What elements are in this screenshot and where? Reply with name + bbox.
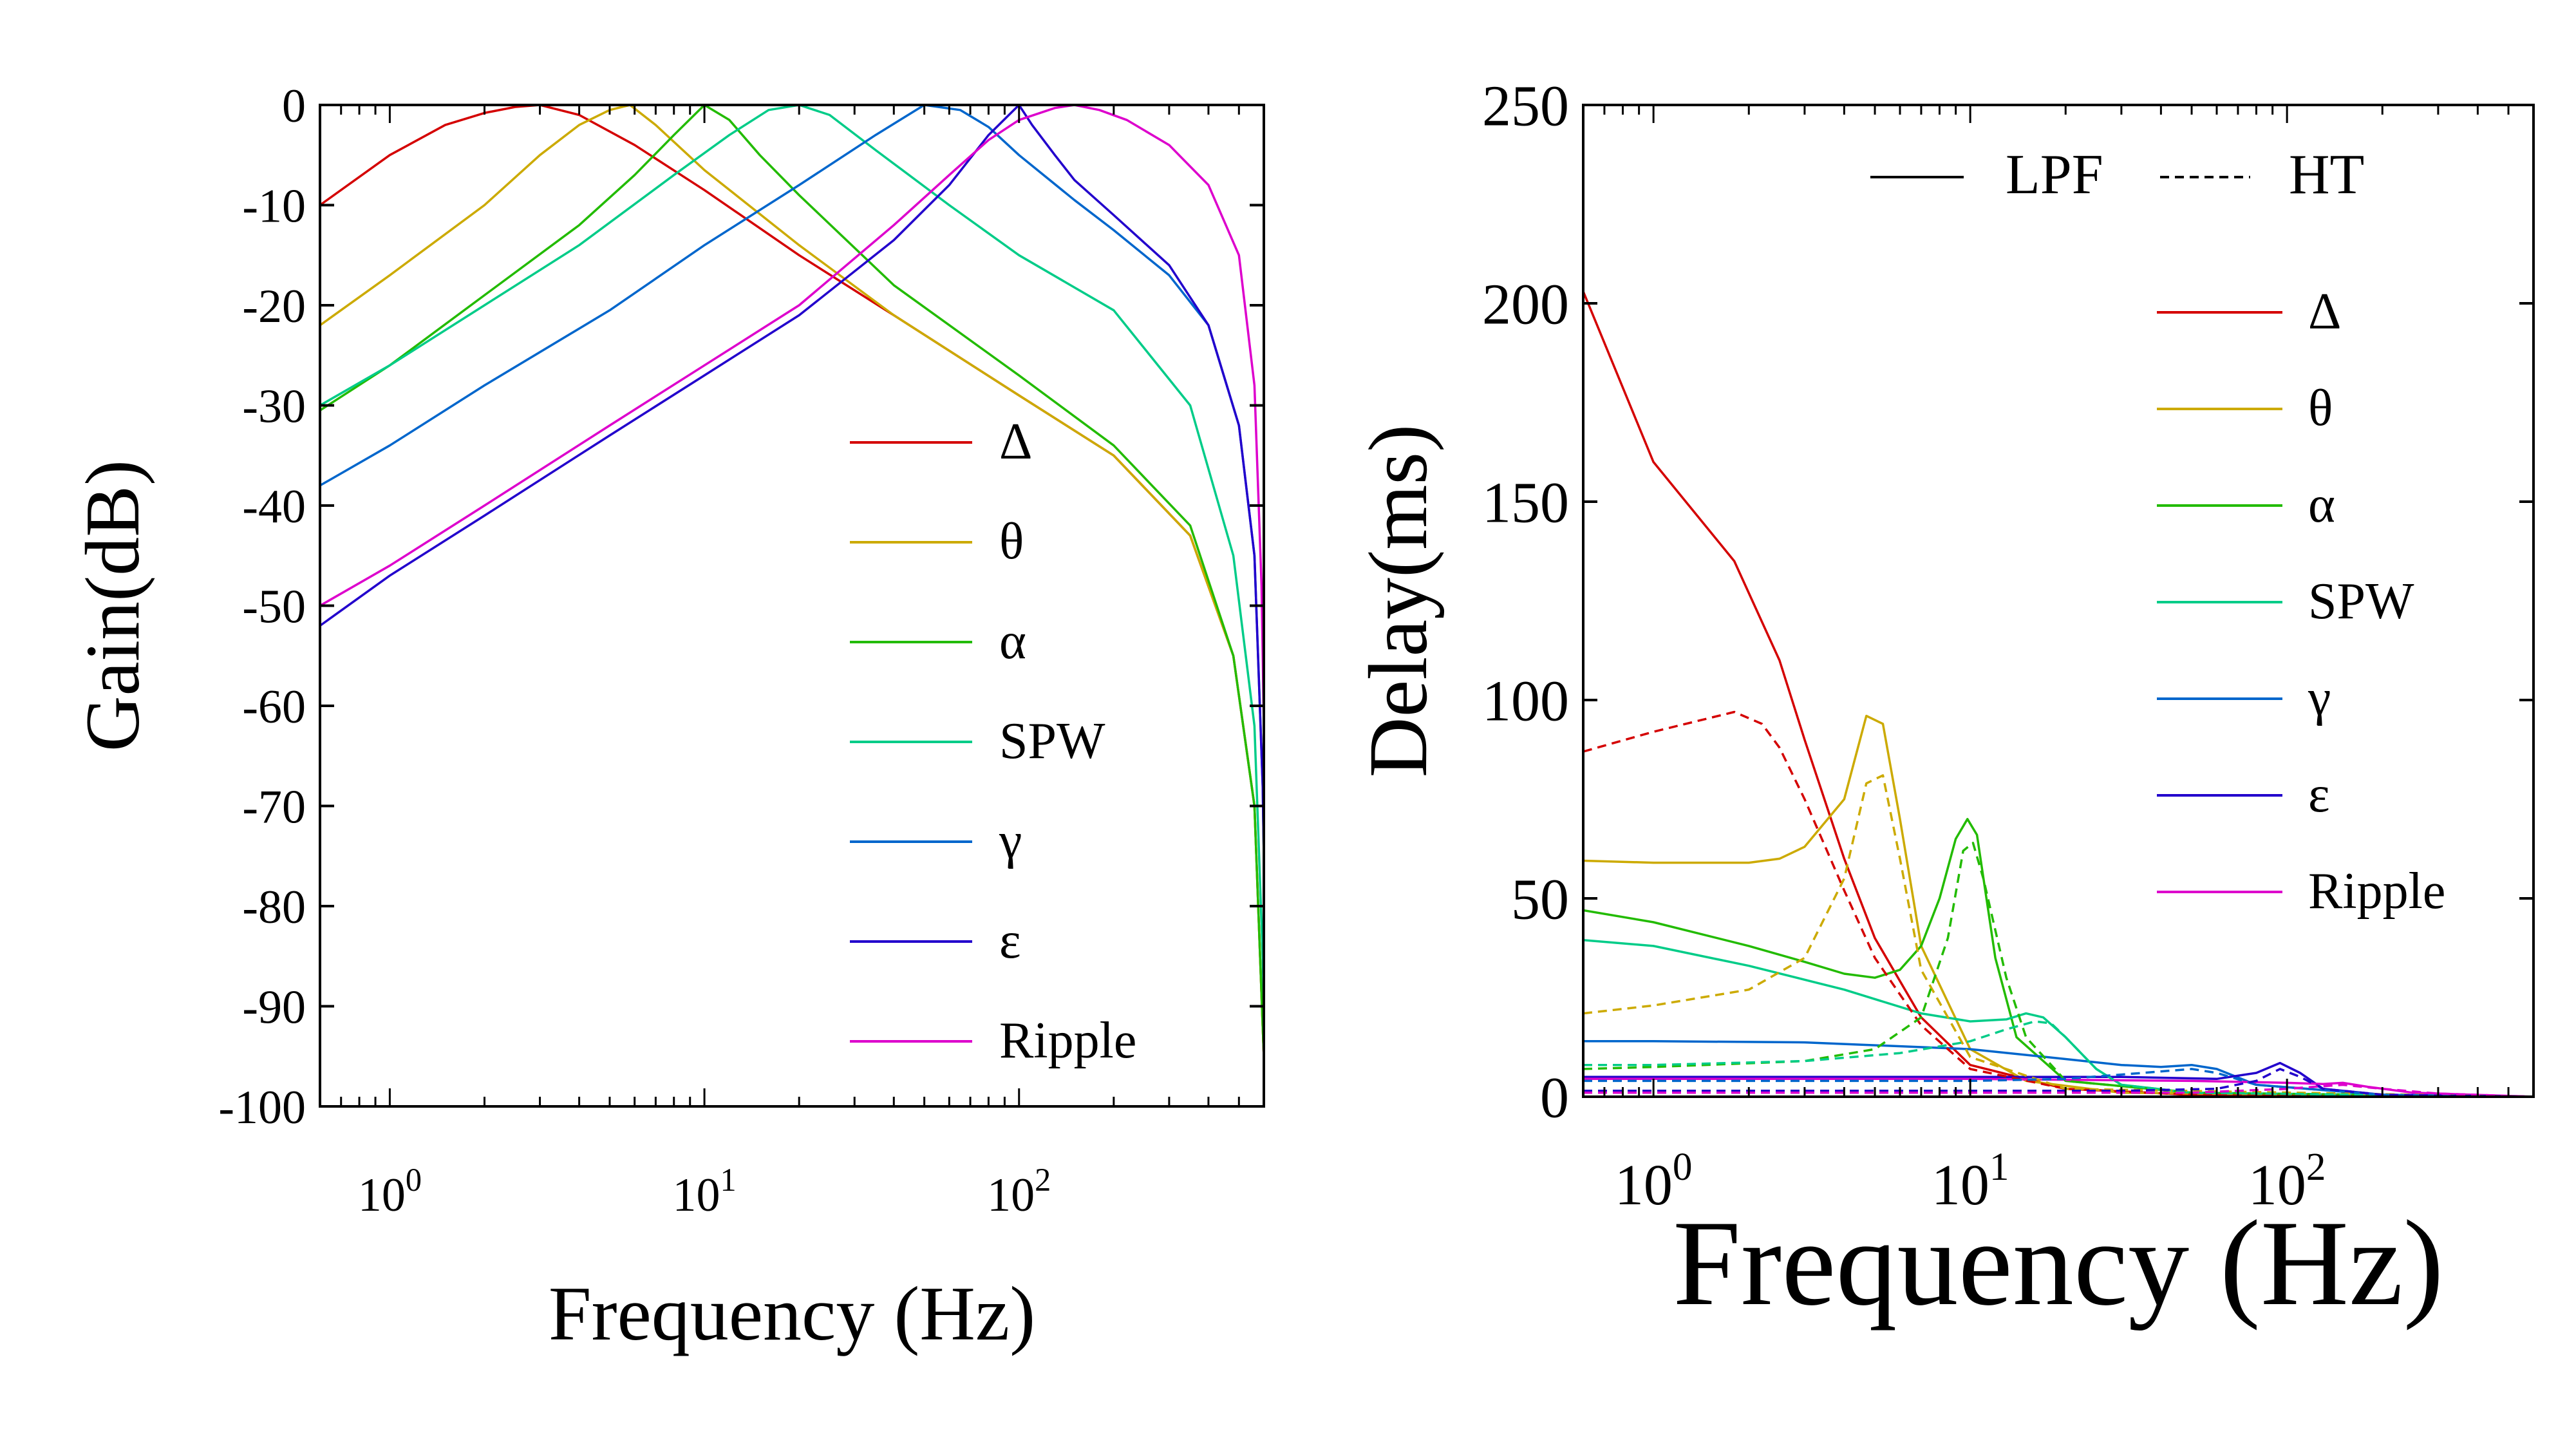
y-tick-label: -40 [242,480,306,533]
y-tick-label: -20 [242,280,306,333]
legend-label: Δ [2308,283,2341,340]
series-line-gamma-ht [1583,1068,2534,1097]
x-tick-base: 10 [1932,1153,1989,1217]
x-tick-exponent: 0 [406,1162,422,1198]
series-line-ripple [320,105,1264,726]
y-tick-label: 0 [1540,1066,1569,1130]
series-line-spw [1583,938,2534,1097]
x-tick-base: 10 [672,1169,720,1222]
y-tick-label: 100 [1482,670,1569,734]
series-line-theta [1583,714,2534,1097]
y-tick-label: -50 [242,580,306,633]
x-tick-base: 10 [987,1169,1035,1222]
x-tick-label: 102 [987,1162,1051,1222]
x-tick-label: 100 [1615,1145,1693,1217]
y-tick-label: 250 [1482,75,1569,138]
x-axis-label: Frequency (Hz) [549,1271,1035,1356]
x-tick-exponent: 1 [1989,1145,2009,1189]
series-line-theta-ht [1583,774,2534,1097]
y-tick-label: -70 [242,781,306,833]
series-line-spw [320,105,1264,1007]
x-tick-exponent: 2 [2306,1145,2326,1189]
y-tick-label: -80 [242,881,306,934]
x-tick-exponent: 1 [720,1162,736,1198]
y-tick-label: -100 [218,1081,306,1134]
series-line-alpha [1583,818,2534,1097]
y-tick-label: 0 [282,80,306,133]
series-line-delta-ht [1583,710,2534,1097]
legend-label: Ripple [999,1012,1136,1069]
y-tick-label: 150 [1482,471,1569,535]
y-axis-label: Delay(ms) [1352,424,1445,778]
y-tick-label: -90 [242,981,306,1034]
legend-label: SPW [2308,573,2414,630]
x-tick-label: 101 [1932,1145,2009,1217]
y-tick-label: 50 [1511,868,1569,932]
y-axis-label: Gain(dB) [70,460,155,752]
legend-label: θ [2308,380,2333,437]
plot-frame [1582,104,2535,1098]
series-line-alpha [320,105,1264,1057]
y-tick-label: -60 [242,681,306,734]
legend-label: Ripple [2308,863,2445,920]
x-tick-label: 100 [358,1162,422,1222]
y-tick-label: -30 [242,380,306,433]
legend-label: α [2308,477,2335,533]
legend-label: γ [999,813,1022,869]
x-tick-base: 10 [1615,1153,1673,1217]
series-line-delta [1583,290,2534,1097]
x-tick-label: 101 [672,1162,736,1222]
legend-label: ε [2308,766,2330,823]
series-line-spw-ht [1583,1020,2534,1097]
series-line-delta [320,105,1264,1057]
legend-label: ε [999,913,1021,969]
x-tick-base: 10 [358,1169,406,1222]
x-tick-exponent: 2 [1035,1162,1051,1198]
legend-label: α [999,613,1026,670]
series-line-gamma [320,105,1264,857]
legend-label: γ [2308,670,2331,726]
x-tick-exponent: 0 [1673,1145,1693,1189]
y-tick-label: -10 [242,180,306,232]
series-group [320,105,1264,1057]
style-legend-label: LPF [2006,144,2103,206]
series-group [1583,290,2534,1097]
x-tick-label: 102 [2248,1145,2326,1217]
series-line-theta [320,105,1264,1057]
legend-label: Δ [999,413,1032,470]
plot-frame [319,104,1265,1108]
x-tick-base: 10 [2248,1153,2306,1217]
y-tick-label: 200 [1482,273,1569,337]
x-axis-label: Frequency (Hz) [1673,1196,2444,1331]
series-line-epsilon-ht [1583,1068,2534,1097]
series-line-epsilon [320,105,1264,857]
style-legend-label: HT [2289,144,2364,206]
legend-label: θ [999,513,1024,570]
legend-label: SPW [999,713,1105,770]
